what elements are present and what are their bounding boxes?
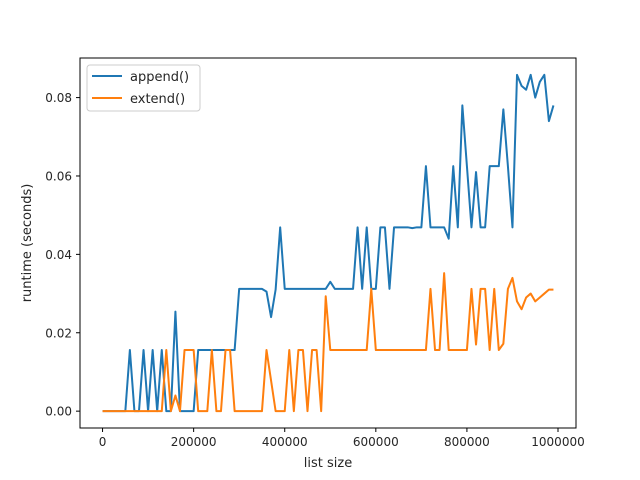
axes-frame (79, 57, 577, 429)
y-axis-ticks: 0.00 0.02 0.04 0.06 0.08 (45, 91, 80, 419)
x-tick-label: 600000 (353, 435, 399, 449)
legend-append-label: append() (130, 70, 189, 85)
y-tick-label: 0.08 (45, 91, 72, 105)
y-axis-label: runtime (seconds) (20, 184, 35, 303)
y-tick-label: 0.06 (45, 169, 72, 183)
y-tick-label: 0.00 (45, 405, 72, 419)
plot-lines (102, 73, 555, 413)
x-axis-ticks: 0 200000 400000 600000 800000 1000000 (99, 428, 585, 449)
series-line-append (102, 73, 555, 413)
legend: append() extend() (86, 64, 201, 112)
x-tick-label: 800000 (444, 435, 490, 449)
x-tick-label: 400000 (262, 435, 308, 449)
x-tick-label: 1000000 (531, 435, 584, 449)
y-tick-label: 0.04 (45, 248, 72, 262)
x-tick-label: 0 (99, 435, 107, 449)
legend-extend-label: extend() (130, 92, 185, 107)
x-axis-label: list size (304, 456, 352, 471)
series-line-extend (102, 272, 554, 413)
y-tick-label: 0.02 (45, 326, 72, 340)
x-tick-label: 200000 (171, 435, 217, 449)
